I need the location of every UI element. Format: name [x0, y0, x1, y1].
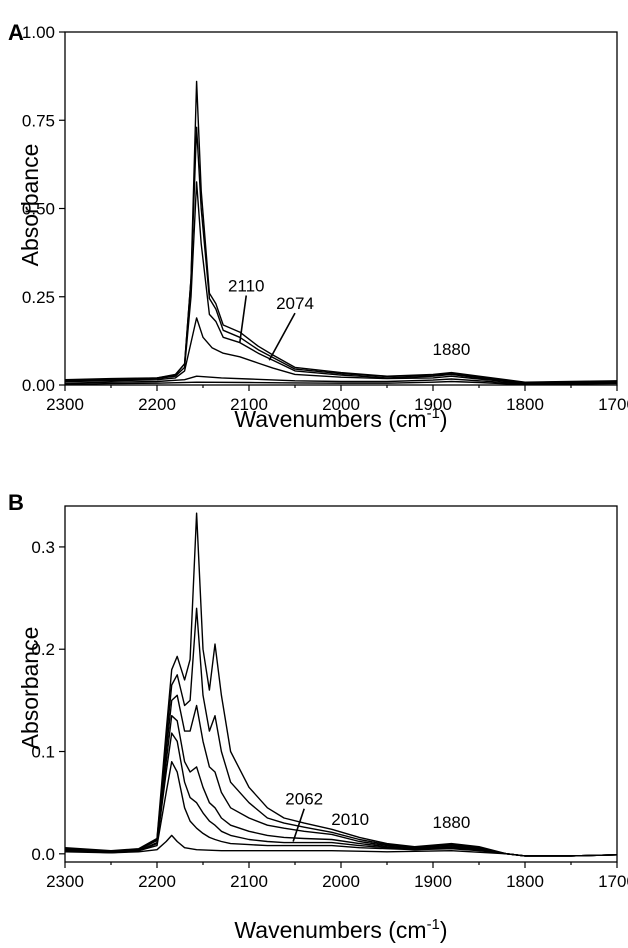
panel-b-x-tick-label: 2200 — [138, 872, 176, 891]
panel-a-x-axis-label-close: ) — [440, 406, 448, 432]
panel-a-y-tick-label: 0.00 — [22, 376, 55, 395]
panel-b-spectrum-1 — [64, 512, 618, 857]
panel-a-x-tick-label: 1900 — [414, 395, 452, 414]
panel-b-spectrum-7 — [64, 834, 618, 857]
panel-b-spectrum-2 — [64, 607, 618, 857]
panel-a-annotation-2110: 2110 — [228, 276, 265, 295]
panel-b-annotation-2062: 2062 — [285, 790, 323, 809]
panel-a-x-tick-label: 2000 — [322, 395, 360, 414]
panel-b-x-tick-label: 2300 — [46, 872, 84, 891]
panel-a-y-tick-label: 1.00 — [22, 23, 55, 42]
panel-a-x-axis-label-main: Wavenumbers (cm — [234, 406, 426, 432]
panel-b-letter: B — [8, 490, 24, 515]
panel-a-x-tick-label: 2100 — [230, 395, 268, 414]
panel-b-spectrum-6 — [64, 761, 618, 857]
panel-a-y-tick-label: 0.25 — [22, 288, 55, 307]
panel-b-annotation-1880: 1880 — [432, 813, 470, 832]
panel-a-annotation-1880: 1880 — [432, 340, 470, 359]
panel-a-pointer-2110 — [239, 295, 248, 343]
panel-a-spectrum-6 — [64, 380, 618, 386]
panel-a-y-tick-label: 0.50 — [22, 200, 55, 219]
panel-b-x-axis-label-sup: -1 — [427, 916, 440, 933]
panel-b-x-axis-label-main: Wavenumbers (cm — [234, 917, 426, 943]
panel-b: B Absorbance Wavenumbers (cm-1) 2300 2200… — [8, 490, 628, 943]
panel-a-pointer-2074 — [268, 312, 296, 361]
panel-a-annotation-2074: 2074 — [276, 294, 314, 313]
panel-a-spectrum-1 — [64, 80, 618, 383]
panel-b-y-tick-label: 0.3 — [31, 538, 55, 557]
panel-a-letter: A — [8, 20, 24, 45]
panel-a-spectrum-3 — [64, 181, 618, 384]
panel-b-x-tick-label: 2100 — [230, 872, 268, 891]
panel-a-spectrum-4 — [64, 317, 618, 384]
panel-b-pointer-2062 — [292, 808, 305, 842]
panel-a-x-axis-label: Wavenumbers (cm-1) — [234, 405, 447, 432]
panel-a-spectrum-5 — [64, 375, 618, 385]
panel-a-y-tick-label: 0.75 — [22, 111, 55, 130]
panel-b-spectrum-4 — [64, 715, 618, 857]
panel-b-annotation-2010: 2010 — [331, 810, 369, 829]
panel-b-spectrum-5 — [64, 732, 618, 857]
panel-b-y-axis-label: Absorbance — [17, 627, 43, 750]
panel-b-x-axis-label: Wavenumbers (cm-1) — [234, 916, 447, 943]
panel-a-spectrum-2 — [64, 126, 618, 384]
panel-a: A Absorbance Wavenumbers (cm-1) 2300 2200… — [8, 20, 628, 432]
panel-a-x-tick-label: 1800 — [506, 395, 544, 414]
panel-b-plot-frame — [64, 505, 618, 863]
panel-a-x-axis-label-sup: -1 — [427, 405, 440, 422]
panel-b-y-tick-label: 0.2 — [31, 640, 55, 659]
panel-b-x-tick-label: 1800 — [506, 872, 544, 891]
panel-b-spectrum-3 — [64, 694, 618, 857]
panel-b-x-tick-label: 1900 — [414, 872, 452, 891]
panel-a-x-tick-label: 2200 — [138, 395, 176, 414]
panel-a-x-tick-label: 2300 — [46, 395, 84, 414]
panel-a-plot-frame — [64, 31, 618, 386]
panel-b-x-tick-label: 2000 — [322, 872, 360, 891]
panel-b-y-tick-label: 0.1 — [31, 743, 55, 762]
panel-a-y-axis-label: Absorbance — [17, 144, 43, 267]
panel-b-x-axis-label-close: ) — [440, 917, 448, 943]
panel-b-y-tick-label: 0.0 — [31, 845, 55, 864]
